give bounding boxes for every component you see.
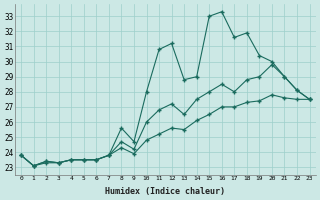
X-axis label: Humidex (Indice chaleur): Humidex (Indice chaleur) bbox=[105, 187, 225, 196]
